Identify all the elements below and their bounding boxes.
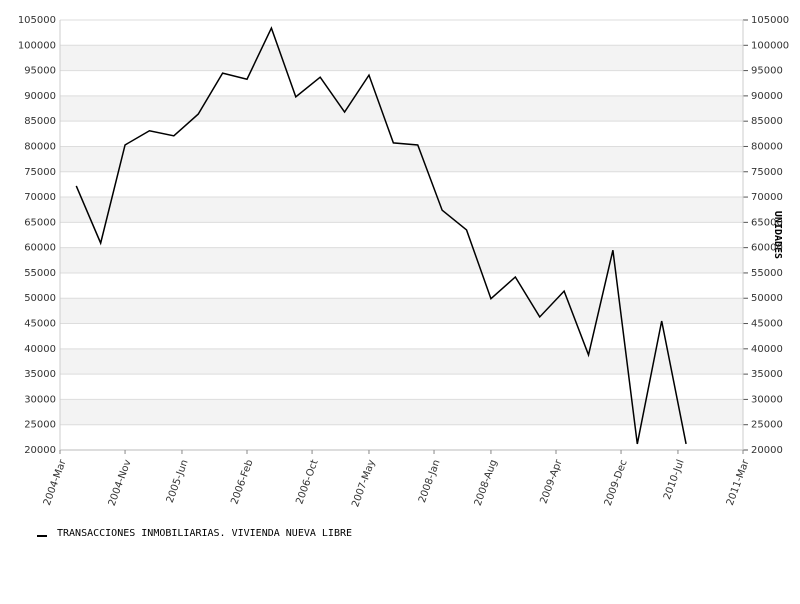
- y-tick-label: 25000: [24, 420, 56, 431]
- y-tick-label: 45000: [24, 319, 56, 330]
- band: [60, 45, 743, 71]
- y2-tick-label: 75000: [751, 167, 783, 178]
- y2-tick-label: 20000: [751, 445, 783, 456]
- line-series: [75, 26, 687, 445]
- x-tick-label: 2009-Dec: [603, 458, 630, 507]
- y2-tick-label: 70000: [751, 192, 783, 203]
- y-tick-label: 85000: [24, 116, 56, 127]
- y2-tick-label: 95000: [751, 66, 783, 77]
- y2-tick-label: 100000: [751, 40, 789, 51]
- y2-tick-label: 60000: [751, 243, 783, 254]
- band: [60, 146, 743, 172]
- y2-tick-label: 65000: [751, 217, 783, 228]
- y-tick-label: 90000: [24, 91, 56, 102]
- x-tick-label: 2007-May: [350, 458, 377, 509]
- y2-tick-label: 90000: [751, 91, 783, 102]
- y-tick-label: 105000: [18, 15, 56, 26]
- y-tick-label: 95000: [24, 66, 56, 77]
- y-tick-label: 100000: [18, 40, 56, 51]
- x-tick-label: 2008-Jan: [417, 458, 443, 504]
- band: [60, 399, 743, 425]
- y2-tick-label: 40000: [751, 344, 783, 355]
- y2-tick-label: 35000: [751, 369, 783, 380]
- band: [60, 197, 743, 223]
- x-tick-label: 2004-Mar: [42, 457, 69, 507]
- x-tick-label: 2010-Jul: [662, 458, 687, 501]
- y-tick-label: 30000: [24, 394, 56, 405]
- y2-tick-label: 105000: [751, 15, 789, 26]
- y-tick-label: 20000: [24, 445, 56, 456]
- band: [60, 95, 743, 122]
- y-tick-label: 60000: [24, 243, 56, 254]
- y-tick-label: 70000: [24, 192, 56, 203]
- x-tick-label: 2008-Aug: [473, 458, 500, 507]
- y2-tick-label: 80000: [751, 141, 783, 152]
- band: [60, 247, 743, 273]
- band: [60, 348, 743, 375]
- x-tick-label: 2004-Nov: [107, 458, 134, 507]
- y-tick-label: 55000: [24, 268, 56, 279]
- y-tick-label: 75000: [24, 167, 56, 178]
- x-tick-label: 2011-Mar: [725, 457, 752, 507]
- y-tick-label: 80000: [24, 141, 56, 152]
- y2-tick-label: 85000: [751, 116, 783, 127]
- y-tick-label: 50000: [24, 293, 56, 304]
- y-tick-label: 65000: [24, 217, 56, 228]
- y-tick-label: 35000: [24, 369, 56, 380]
- y2-axis-label: UNIDADES: [772, 211, 783, 259]
- x-tick-label: 2005-Jun: [165, 458, 191, 504]
- x-tick-label: 2006-Oct: [294, 458, 320, 506]
- y2-tick-label: 30000: [751, 394, 783, 405]
- y2-tick-label: 50000: [751, 293, 783, 304]
- band: [60, 298, 743, 324]
- legend-label: TRANSACCIONES INMOBILIARIAS. VIVIENDA NU…: [57, 528, 352, 539]
- x-tick-label: 2009-Apr: [539, 457, 565, 505]
- y2-tick-label: 25000: [751, 420, 783, 431]
- x-tick-label: 2006-Feb: [229, 458, 255, 506]
- y2-tick-label: 55000: [751, 268, 783, 279]
- y-tick-label: 40000: [24, 344, 56, 355]
- y2-tick-label: 45000: [751, 319, 783, 330]
